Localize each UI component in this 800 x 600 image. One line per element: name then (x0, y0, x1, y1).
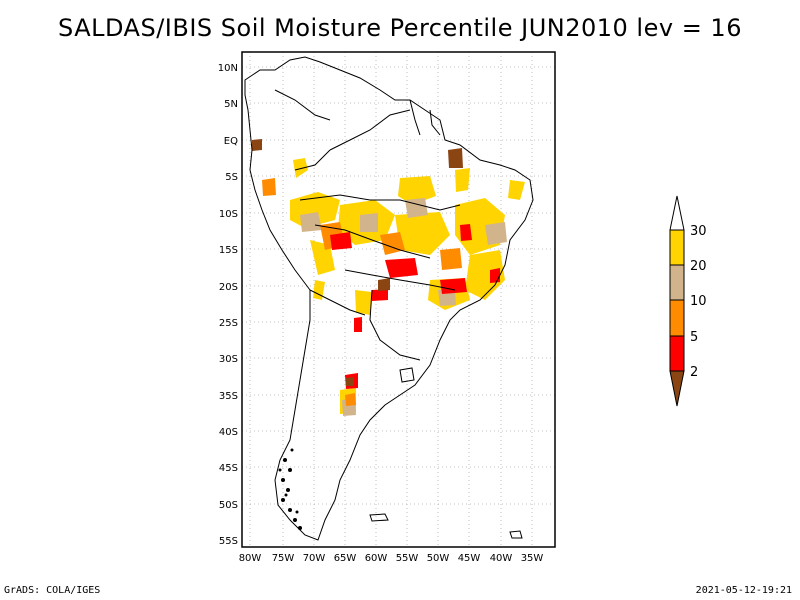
lat-label: 15S (219, 245, 238, 256)
legend-label: 20 (690, 259, 707, 274)
lat-label: EQ (224, 136, 238, 147)
coastlines (244, 56, 534, 541)
lon-label: 80W (239, 553, 262, 564)
lon-label: 75W (272, 553, 295, 564)
footer-timestamp: 2021-05-12-19:21 (695, 585, 792, 596)
legend-swatch-20-30 (669, 229, 685, 266)
lon-label: 70W (303, 553, 326, 564)
lon-label: 45W (458, 553, 481, 564)
lat-label: 10S (219, 209, 238, 220)
chile-fjords (278, 448, 302, 530)
lat-label: 35S (219, 391, 238, 402)
map-grid (242, 52, 555, 547)
footer-credit: GrADS: COLA/IGES (4, 585, 101, 596)
legend-label: 30 (690, 224, 707, 239)
longitude-labels: 80W 75W 70W 65W 60W 55W 50W 45W 40W 35W (239, 553, 544, 564)
lat-label: 25S (219, 318, 238, 329)
lat-label: 20S (219, 282, 238, 293)
lon-label: 50W (427, 553, 450, 564)
lat-label: 45S (219, 463, 238, 474)
soil-moisture-field (252, 139, 525, 416)
lat-label: 10N (218, 63, 238, 74)
lon-label: 65W (334, 553, 357, 564)
lat-label: 40S (219, 427, 238, 438)
legend-swatch-2-5 (669, 335, 685, 372)
lon-label: 35W (521, 553, 544, 564)
legend-label: 10 (690, 294, 707, 309)
map-title: SALDAS/IBIS Soil Moisture Percentile JUN… (58, 14, 742, 42)
lat-label: 55S (219, 536, 238, 547)
lon-label: 55W (396, 553, 419, 564)
legend-swatch-above-30 (669, 195, 685, 231)
legend-swatch-10-20 (669, 264, 685, 301)
latitude-labels: 10N 5N EQ 5S 10S 15S 20S 25S 30S 35S 40S… (218, 63, 238, 547)
legend-label: 5 (690, 330, 698, 345)
lon-label: 60W (365, 553, 388, 564)
legend-label: 2 (690, 365, 698, 380)
legend-swatch-below-2 (669, 370, 685, 407)
lat-label: 30S (219, 354, 238, 365)
legend-swatch-5-10 (669, 299, 685, 337)
lon-label: 40W (490, 553, 513, 564)
legend-colorbar (669, 195, 685, 407)
lat-label: 5S (225, 172, 238, 183)
lat-label: 5N (224, 99, 238, 110)
lat-label: 50S (219, 500, 238, 511)
map-border (241, 51, 556, 548)
legend-labels: 30 20 10 5 2 (690, 224, 707, 380)
